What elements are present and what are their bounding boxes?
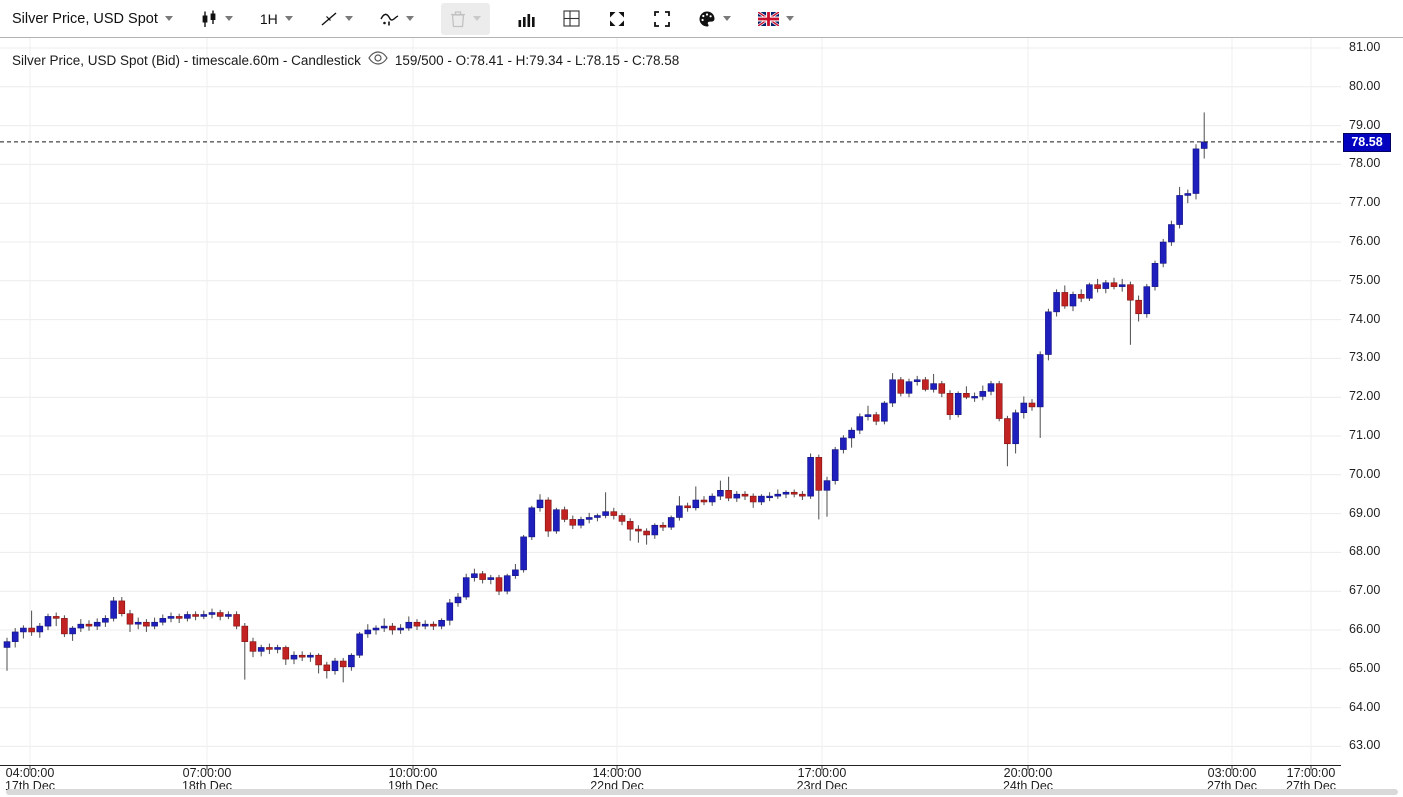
price-axis-label: 66.00 bbox=[1349, 622, 1381, 636]
price-axis-label: 63.00 bbox=[1349, 738, 1381, 753]
delete-drawings-button[interactable] bbox=[440, 2, 490, 35]
chevron-down-icon bbox=[472, 16, 481, 21]
chevron-down-icon bbox=[344, 16, 353, 21]
price-axis-label: 69.00 bbox=[1349, 505, 1381, 520]
chevron-down-icon bbox=[164, 16, 173, 21]
indicators-icon bbox=[380, 10, 399, 28]
candlestick-style-button[interactable] bbox=[200, 10, 233, 28]
current-price-tag: 78.58 bbox=[1343, 132, 1391, 152]
crosshair-icon bbox=[562, 9, 581, 28]
price-axis-label: 77.00 bbox=[1349, 195, 1381, 210]
chevron-down-icon bbox=[405, 16, 414, 21]
chevron-down-icon bbox=[722, 16, 731, 21]
symbol-selector[interactable]: Silver Price, USD Spot bbox=[0, 11, 173, 27]
snapshot-frame-icon bbox=[653, 10, 671, 28]
trendline-tool-button[interactable] bbox=[320, 10, 353, 28]
price-axis-label: 73.00 bbox=[1349, 350, 1381, 365]
price-axis-label: 71.00 bbox=[1349, 428, 1381, 442]
price-axis-label: 78.00 bbox=[1349, 156, 1381, 171]
chart-type-button[interactable] bbox=[517, 10, 535, 28]
palette-button[interactable] bbox=[698, 10, 731, 28]
snapshot-button[interactable] bbox=[653, 10, 671, 28]
language-selector[interactable] bbox=[757, 11, 794, 26]
indicators-button[interactable] bbox=[380, 10, 414, 28]
price-axis-label: 67.00 bbox=[1349, 583, 1381, 598]
fullscreen-button[interactable] bbox=[608, 10, 626, 28]
palette-icon bbox=[698, 10, 716, 28]
eye-icon[interactable] bbox=[368, 51, 388, 70]
candlestick-style-icon bbox=[200, 10, 218, 28]
price-axis-label: 76.00 bbox=[1349, 234, 1381, 248]
trash-icon bbox=[450, 10, 466, 28]
timeframe-label: 1H bbox=[259, 10, 278, 27]
price-axis-label: 81.00 bbox=[1349, 40, 1381, 54]
horizontal-scrollbar[interactable] bbox=[6, 789, 1398, 795]
toolbar-separator bbox=[0, 37, 1403, 38]
bar-chart-icon bbox=[517, 10, 535, 28]
chart-ohlc-stats: 159/500 - O:78.41 - H:79.34 - L:78.15 - … bbox=[394, 53, 680, 68]
price-axis-label: 64.00 bbox=[1349, 699, 1381, 714]
price-axis-label: 72.00 bbox=[1349, 389, 1381, 404]
chart-header-row: Silver Price, USD Spot (Bid) - timescale… bbox=[12, 51, 679, 70]
fullscreen-expand-icon bbox=[608, 10, 626, 28]
symbol-label: Silver Price, USD Spot bbox=[12, 10, 158, 27]
price-axis[interactable]: 78.58 81.00 80.00 79.00 78.00 77.00 76.00 75.0… bbox=[1341, 38, 1403, 765]
price-axis-label: 80.00 bbox=[1349, 78, 1381, 93]
chevron-down-icon bbox=[284, 16, 293, 21]
uk-flag-icon bbox=[757, 11, 779, 26]
price-axis-label: 70.00 bbox=[1349, 466, 1381, 481]
toolbar: Silver Price, USD Spot 1H bbox=[0, 0, 1403, 37]
crosshair-button[interactable] bbox=[562, 9, 581, 28]
timeframe-selector[interactable]: 1H bbox=[260, 11, 293, 27]
chevron-down-icon bbox=[224, 16, 233, 21]
price-axis-label: 68.00 bbox=[1349, 544, 1381, 559]
trendline-tool-icon bbox=[320, 10, 338, 28]
price-axis-label: 75.00 bbox=[1349, 272, 1381, 287]
chart-title: Silver Price, USD Spot (Bid) - timescale… bbox=[12, 53, 361, 68]
price-axis-label: 79.00 bbox=[1349, 117, 1381, 132]
price-axis-label: 74.00 bbox=[1349, 311, 1381, 326]
price-axis-label: 65.00 bbox=[1349, 660, 1381, 675]
chevron-down-icon bbox=[785, 16, 794, 21]
